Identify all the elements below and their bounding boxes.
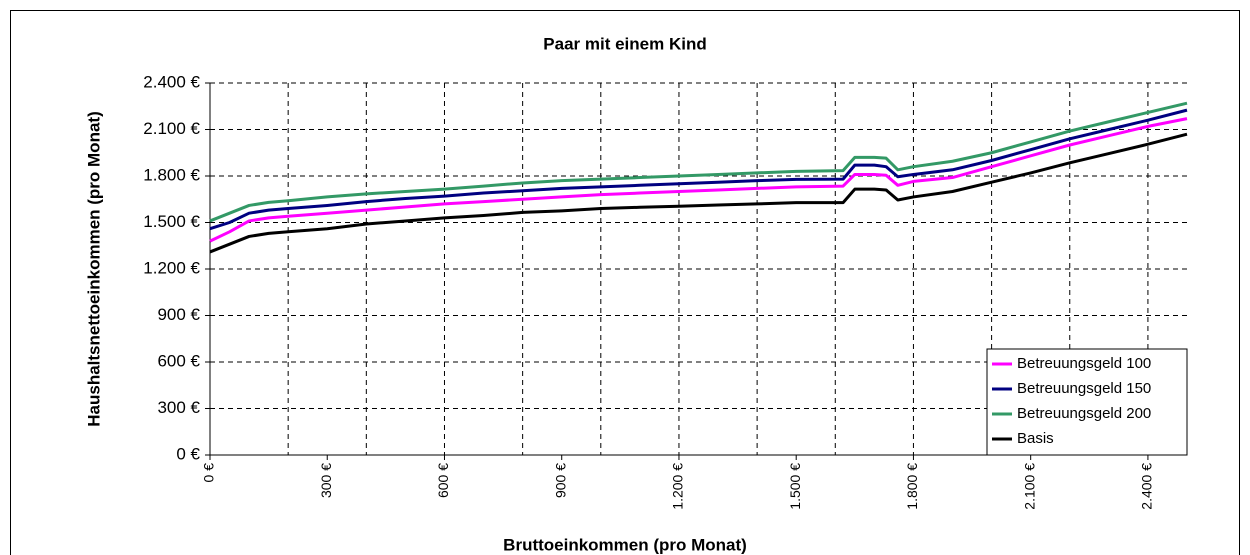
series-line [209,132,1188,254]
x-tick-label: 2.400 € [1139,463,1155,510]
chart-title: Paar mit einem Kind [543,34,706,53]
chart-border [10,10,1240,555]
legend-box [986,348,1188,456]
y-tick-label: 2.100 € [143,119,200,138]
x-tick-label: 300 € [318,463,334,498]
y-tick-label: 1.200 € [143,258,200,277]
series-line [209,117,1188,243]
x-tick-label: 600 € [435,463,451,498]
y-axis-label: Haushaltsnettoeinkommen (pro Monat) [84,111,103,426]
y-tick-label: 2.400 € [143,72,200,91]
series-line [209,101,1188,223]
series-line [209,108,1188,231]
x-tick-label: 0 € [201,463,217,483]
x-tick-label: 1.800 € [904,463,920,510]
y-tick-label: 1.500 € [143,212,200,231]
x-tick-label: 1.200 € [670,463,686,510]
y-tick-label: 1.800 € [143,165,200,184]
legend-label: Betreuungsgeld 100 [1017,355,1151,372]
y-tick-label: 0 € [176,444,200,463]
legend-label: Basis [1017,430,1054,447]
x-tick-label: 2.100 € [1021,463,1037,510]
y-tick-label: 300 € [157,398,200,417]
x-tick-label: 900 € [552,463,568,498]
legend-label: Betreuungsgeld 150 [1017,380,1151,397]
y-tick-label: 600 € [157,351,200,370]
y-tick-label: 900 € [157,305,200,324]
x-axis-label: Bruttoeinkommen (pro Monat) [503,535,747,554]
x-tick-label: 1.500 € [787,463,803,510]
legend-label: Betreuungsgeld 200 [1017,405,1151,422]
